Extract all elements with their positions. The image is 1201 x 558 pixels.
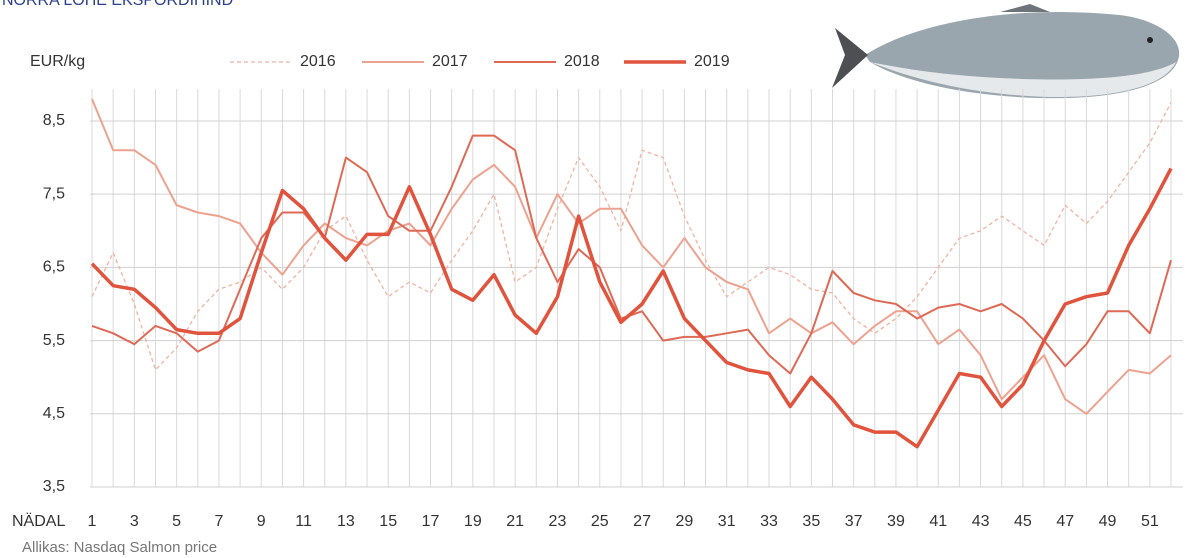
y-tick-label: 5,5 (43, 332, 65, 349)
x-tick-label: 41 (929, 513, 947, 530)
chart: NORRA LÕHE EKSPORDIHIND EUR/kg NÄDAL All… (0, 0, 1201, 558)
x-tick-label: 33 (760, 513, 778, 530)
x-tick-label: 37 (845, 513, 863, 530)
legend-label: 2018 (564, 53, 600, 70)
x-axis-label: NÄDAL (12, 512, 65, 530)
x-tick-label: 27 (633, 513, 651, 530)
y-tick-label: 6,5 (43, 259, 65, 276)
y-axis-label: EUR/kg (30, 53, 85, 70)
fish-illustration (832, 4, 1179, 98)
y-tick-label: 8,5 (43, 112, 65, 129)
chart-title: NORRA LÕHE EKSPORDIHIND (2, 0, 233, 9)
x-tick-label: 35 (802, 513, 820, 530)
x-tick-label: 29 (675, 513, 693, 530)
x-tick-label: 49 (1099, 513, 1117, 530)
legend-label: 2017 (432, 53, 468, 70)
series-line (92, 103, 1171, 370)
x-tick-label: 15 (379, 513, 397, 530)
y-tick-label: 3,5 (43, 478, 65, 495)
x-tick-label: 21 (506, 513, 524, 530)
x-tick-label: 51 (1141, 513, 1159, 530)
legend-label: 2019 (694, 53, 730, 70)
x-tick-label: 11 (295, 513, 312, 530)
x-tick-label: 13 (337, 513, 355, 530)
x-tick-label: 3 (130, 513, 139, 530)
x-tick-label: 5 (172, 513, 181, 530)
x-tick-label: 1 (88, 513, 97, 530)
legend-label: 2016 (300, 53, 336, 70)
x-tick-label: 9 (257, 513, 266, 530)
x-tick-label: 23 (549, 513, 567, 530)
x-tick-label: 7 (214, 513, 223, 530)
series-line (92, 136, 1171, 374)
x-tick-label: 45 (1014, 513, 1032, 530)
y-tick-label: 7,5 (43, 185, 65, 202)
x-tick-label: 19 (464, 513, 482, 530)
x-tick-label: 43 (972, 513, 990, 530)
x-tick-label: 47 (1056, 513, 1074, 530)
x-tick-label: 31 (718, 513, 736, 530)
series-line (92, 169, 1171, 447)
grid (90, 89, 1183, 487)
x-tick-label: 39 (887, 513, 905, 530)
y-tick-label: 4,5 (43, 405, 65, 422)
x-tick-label: 17 (422, 513, 440, 530)
source: Allikas: Nasdaq Salmon price (22, 539, 217, 556)
x-tick-label: 25 (591, 513, 609, 530)
